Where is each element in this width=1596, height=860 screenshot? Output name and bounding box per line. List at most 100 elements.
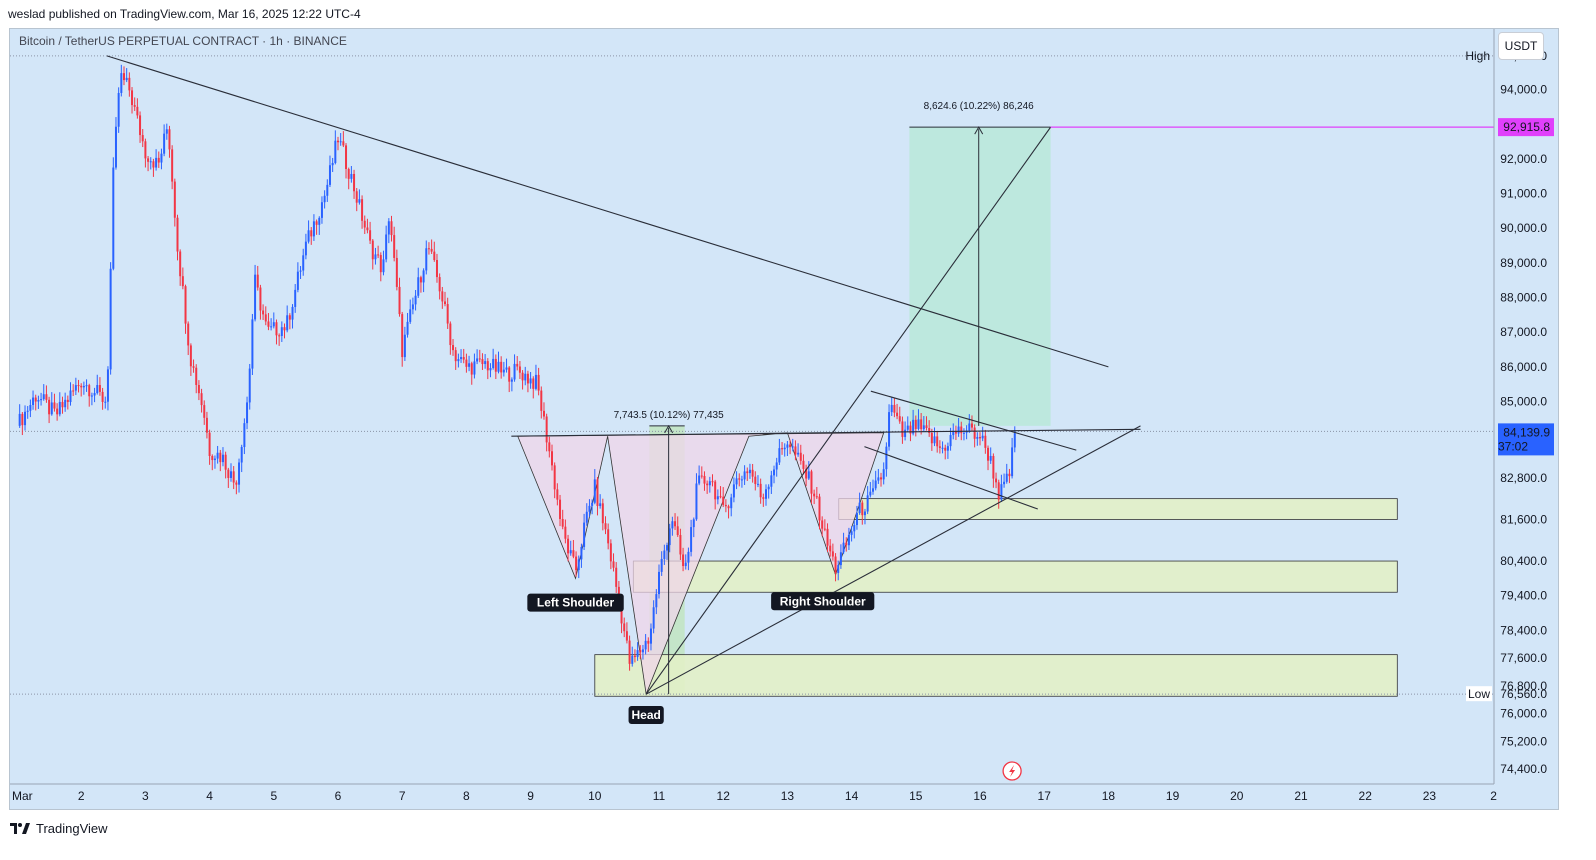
candle[interactable]: [810, 469, 813, 504]
candle[interactable]: [767, 484, 770, 499]
candle[interactable]: [965, 425, 968, 440]
candle[interactable]: [197, 380, 200, 401]
candle[interactable]: [460, 349, 463, 363]
candle[interactable]: [213, 455, 216, 469]
candle[interactable]: [941, 441, 944, 454]
candle[interactable]: [230, 463, 232, 482]
candle[interactable]: [601, 498, 604, 531]
candle[interactable]: [500, 356, 503, 379]
candle[interactable]: [353, 169, 356, 199]
candle[interactable]: [337, 136, 339, 151]
candle[interactable]: [802, 454, 805, 475]
candle[interactable]: [625, 622, 628, 644]
candle[interactable]: [858, 492, 861, 515]
candle[interactable]: [74, 377, 77, 396]
candle[interactable]: [342, 131, 345, 148]
candle[interactable]: [815, 486, 818, 500]
candle[interactable]: [40, 392, 43, 406]
candle[interactable]: [465, 353, 468, 373]
candle[interactable]: [387, 218, 390, 244]
candle[interactable]: [291, 304, 294, 329]
candle[interactable]: [184, 284, 187, 334]
candle[interactable]: [286, 305, 289, 333]
candle[interactable]: [829, 539, 832, 557]
candle[interactable]: [427, 242, 430, 255]
candle[interactable]: [981, 426, 984, 442]
candle[interactable]: [446, 297, 449, 329]
candle[interactable]: [155, 149, 158, 171]
candle[interactable]: [609, 539, 612, 570]
candle[interactable]: [799, 444, 802, 465]
candle[interactable]: [320, 196, 323, 224]
candle[interactable]: [438, 273, 441, 300]
candle[interactable]: [666, 542, 669, 560]
candle[interactable]: [548, 436, 551, 458]
candle[interactable]: [393, 226, 396, 262]
candle[interactable]: [572, 540, 575, 559]
candle[interactable]: [66, 395, 69, 410]
candle[interactable]: [390, 215, 393, 242]
candle[interactable]: [473, 353, 476, 379]
candle[interactable]: [254, 264, 257, 322]
candle[interactable]: [936, 430, 939, 453]
candle[interactable]: [454, 347, 457, 370]
candle[interactable]: [133, 97, 136, 111]
descending-resistance-line[interactable]: [106, 55, 1109, 368]
candle[interactable]: [101, 387, 104, 410]
candle[interactable]: [377, 245, 380, 259]
candle[interactable]: [722, 487, 725, 508]
candle[interactable]: [861, 500, 864, 525]
candle[interactable]: [588, 499, 591, 517]
candle[interactable]: [532, 376, 535, 399]
candle[interactable]: [363, 215, 366, 234]
candle[interactable]: [898, 406, 901, 424]
candle[interactable]: [690, 519, 693, 557]
candle[interactable]: [658, 564, 660, 599]
candle[interactable]: [559, 494, 562, 527]
neckline-line[interactable]: [511, 428, 1141, 437]
candle[interactable]: [518, 361, 521, 379]
candle[interactable]: [762, 493, 765, 507]
candle[interactable]: [933, 427, 936, 447]
candle[interactable]: [639, 645, 642, 660]
candle[interactable]: [984, 429, 987, 454]
candle[interactable]: [615, 562, 618, 593]
candle[interactable]: [435, 253, 438, 283]
candle[interactable]: [706, 480, 709, 494]
candle[interactable]: [944, 444, 947, 460]
candle[interactable]: [633, 649, 636, 663]
candle[interactable]: [326, 179, 329, 202]
candle[interactable]: [957, 418, 960, 437]
candle[interactable]: [280, 321, 283, 342]
candle[interactable]: [181, 267, 184, 290]
candle[interactable]: [732, 477, 735, 503]
candle[interactable]: [789, 439, 792, 455]
candle[interactable]: [238, 458, 241, 493]
candle[interactable]: [577, 555, 580, 579]
candle[interactable]: [64, 392, 67, 412]
candle[interactable]: [163, 124, 166, 157]
candle[interactable]: [738, 473, 741, 487]
candle[interactable]: [754, 471, 757, 491]
candle[interactable]: [534, 364, 537, 391]
candle[interactable]: [85, 379, 88, 392]
candle[interactable]: [719, 486, 722, 499]
candle[interactable]: [746, 467, 749, 481]
candle[interactable]: [259, 284, 262, 320]
projection-line[interactable]: [645, 126, 1052, 695]
candle[interactable]: [901, 416, 904, 444]
chart-frame[interactable]: 7,743.5 (10.12%) 77,435 8,624.6 (10.22%) …: [9, 28, 1559, 810]
flag-lower-line[interactable]: [864, 446, 1038, 510]
candle[interactable]: [537, 367, 540, 396]
candle[interactable]: [1000, 474, 1003, 502]
candle[interactable]: [679, 528, 682, 560]
candle[interactable]: [529, 371, 532, 389]
candle[interactable]: [315, 219, 318, 235]
candle[interactable]: [612, 553, 615, 572]
candle[interactable]: [890, 397, 893, 417]
candle[interactable]: [716, 489, 719, 505]
candle[interactable]: [152, 158, 155, 177]
candle[interactable]: [684, 554, 687, 570]
candle[interactable]: [930, 428, 933, 451]
candle[interactable]: [339, 133, 342, 146]
